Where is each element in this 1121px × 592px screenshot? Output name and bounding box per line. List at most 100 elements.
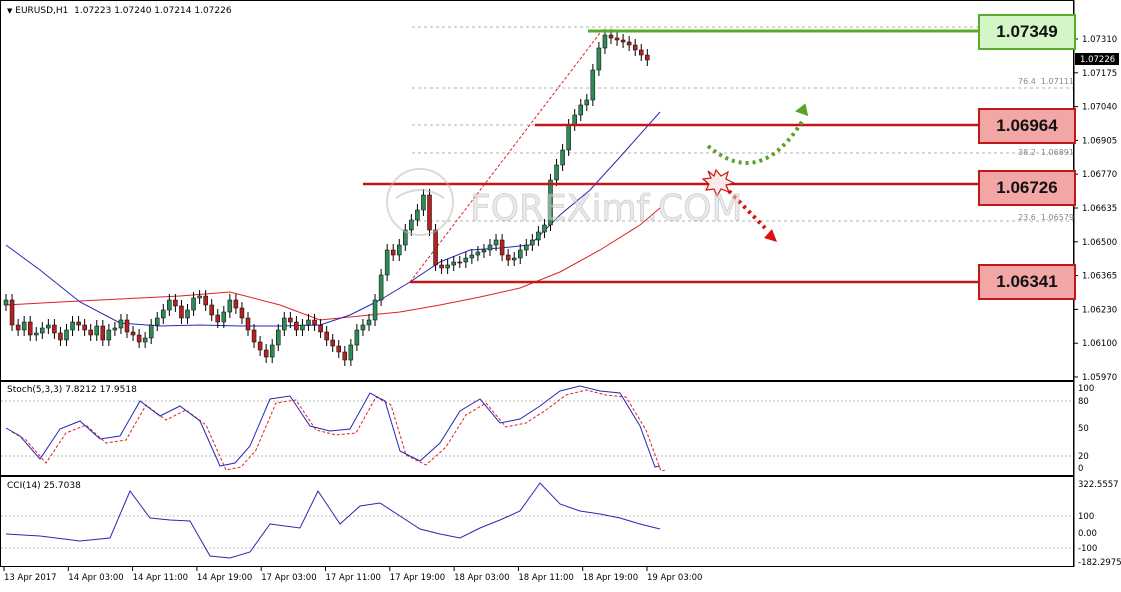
candle-body [409,219,414,231]
stoch-axis: 100 80 50 20 0 [1078,384,1094,474]
bullish-arrow-path [706,118,805,165]
candle-body [161,309,166,319]
stochastic-chart[interactable]: 100 80 50 20 0 [0,381,1121,476]
price-tick-label: 1.06100 [1082,339,1117,349]
candle-body [487,244,493,251]
dropdown-marker-icon[interactable]: ▼ [7,7,13,15]
candle-body [572,114,577,126]
candle-body [548,179,553,226]
candle-body [348,344,354,361]
candle-body [70,321,75,331]
candle-body [584,99,590,106]
candle-body [100,325,106,341]
candle-body [560,149,565,166]
cci-chart[interactable]: 322.5557 100 0.00 -100 -182.2975 [0,476,1121,568]
bullish-arrow-head [795,103,809,117]
candle-body [233,299,239,309]
candle-body [112,327,118,331]
time-tick-label: 14 Apr 19:00 [197,573,252,583]
candle-body [318,324,323,333]
candle-body [76,321,81,326]
ohlc-values: 1.07223 1.07240 1.07214 1.07226 [74,6,232,16]
candle-body [312,319,317,326]
fibonacci-trendline [409,32,601,283]
time-tick-label: 19 Apr 03:00 [647,573,702,583]
support-level-box-1[interactable]: 1.06964 [978,108,1076,144]
stochastic-pane[interactable]: 100 80 50 20 0 Stoch(5,3,3) 7.8212 17.9518 [0,381,1121,476]
candlesticks [3,29,650,366]
candle-body [596,47,602,71]
candle-body [263,349,269,358]
time-tick-label: 18 Apr 11:00 [518,573,573,583]
stoch-signal-line [11,389,667,472]
candle-body [469,254,475,259]
price-pane[interactable]: FOREXimf.COM 1.07310 1.07175 1.07040 1.0690… [0,0,1121,383]
candle-body [173,299,178,307]
candle-body [82,324,87,331]
candle-body [433,229,438,266]
price-axis: 1.07310 1.07175 1.07040 1.06905 1.06770 1.066… [1074,35,1117,383]
candle-body [590,69,596,101]
support-level-box-3[interactable]: 1.06341 [978,264,1076,300]
price-tick-label: 1.06230 [1082,305,1117,315]
candle-body [439,264,444,269]
candle-body [148,324,154,339]
fib-382-label: 38.2 1.06891 [1018,148,1074,157]
candle-body [221,311,227,323]
time-tick-label: 14 Apr 11:00 [133,573,188,583]
candle-body [130,331,136,336]
stoch-main-line [5,385,661,468]
candle-body [475,251,481,256]
candle-body [9,299,15,326]
support-level-box-2[interactable]: 1.06726 [978,170,1076,206]
price-chart[interactable]: FOREXimf.COM 1.07310 1.07175 1.07040 1.0690… [0,0,1121,383]
candle-body [372,299,378,321]
candle-body [276,329,281,346]
candle-body [179,305,184,319]
candle-body [245,317,251,331]
candle-body [626,41,632,46]
candle-body [185,309,190,319]
candle-body [324,331,329,341]
candle-body [524,244,529,251]
price-tick-label: 1.05970 [1082,373,1117,381]
candle-body [403,229,408,246]
candle-body [191,297,196,311]
time-tick-label: 18 Apr 03:00 [454,573,509,583]
candle-body [124,319,130,333]
stoch-header: Stoch(5,3,3) 7.8212 17.9518 [7,385,137,395]
candle-body [106,329,112,341]
price-tick-label: 1.07175 [1082,69,1117,79]
candle-body [427,194,432,231]
resistance-level-box[interactable]: 1.07349 [978,14,1076,50]
candle-body [197,295,202,299]
candle-body [342,351,348,361]
price-tick-label: 1.06635 [1082,204,1117,214]
fib-764-label: 76.4 1.07111 [1018,77,1074,86]
candle-body [27,321,33,336]
cci-header: CCI(14) 25.7038 [7,481,81,491]
candle-body [52,324,57,334]
candle-body [378,274,384,301]
candle-body [542,224,547,233]
candle-body [3,299,9,306]
stoch-tick-label: 100 [1078,384,1094,394]
candle-body [578,104,583,116]
cci-tick-label: -182.2975 [1078,558,1121,567]
stoch-tick-label: 0 [1078,464,1083,474]
candle-body [632,44,638,51]
candle-body [94,325,99,336]
cci-tick-label: 322.5557 [1078,480,1119,490]
candle-body [554,164,559,181]
cci-pane[interactable]: 322.5557 100 0.00 -100 -182.2975 CCI(14) 25.… [0,476,1121,568]
candle-body [384,249,390,276]
price-tick-label: 1.07040 [1082,103,1117,113]
candle-body [620,39,626,43]
candle-body [136,334,142,343]
candle-body [21,321,27,331]
candle-body [88,329,93,336]
cci-tick-label: 100 [1078,512,1094,522]
symbol-label: EURUSD,H1 [15,6,69,16]
fib-236-label: 23.6 1.06579 [1018,213,1074,222]
